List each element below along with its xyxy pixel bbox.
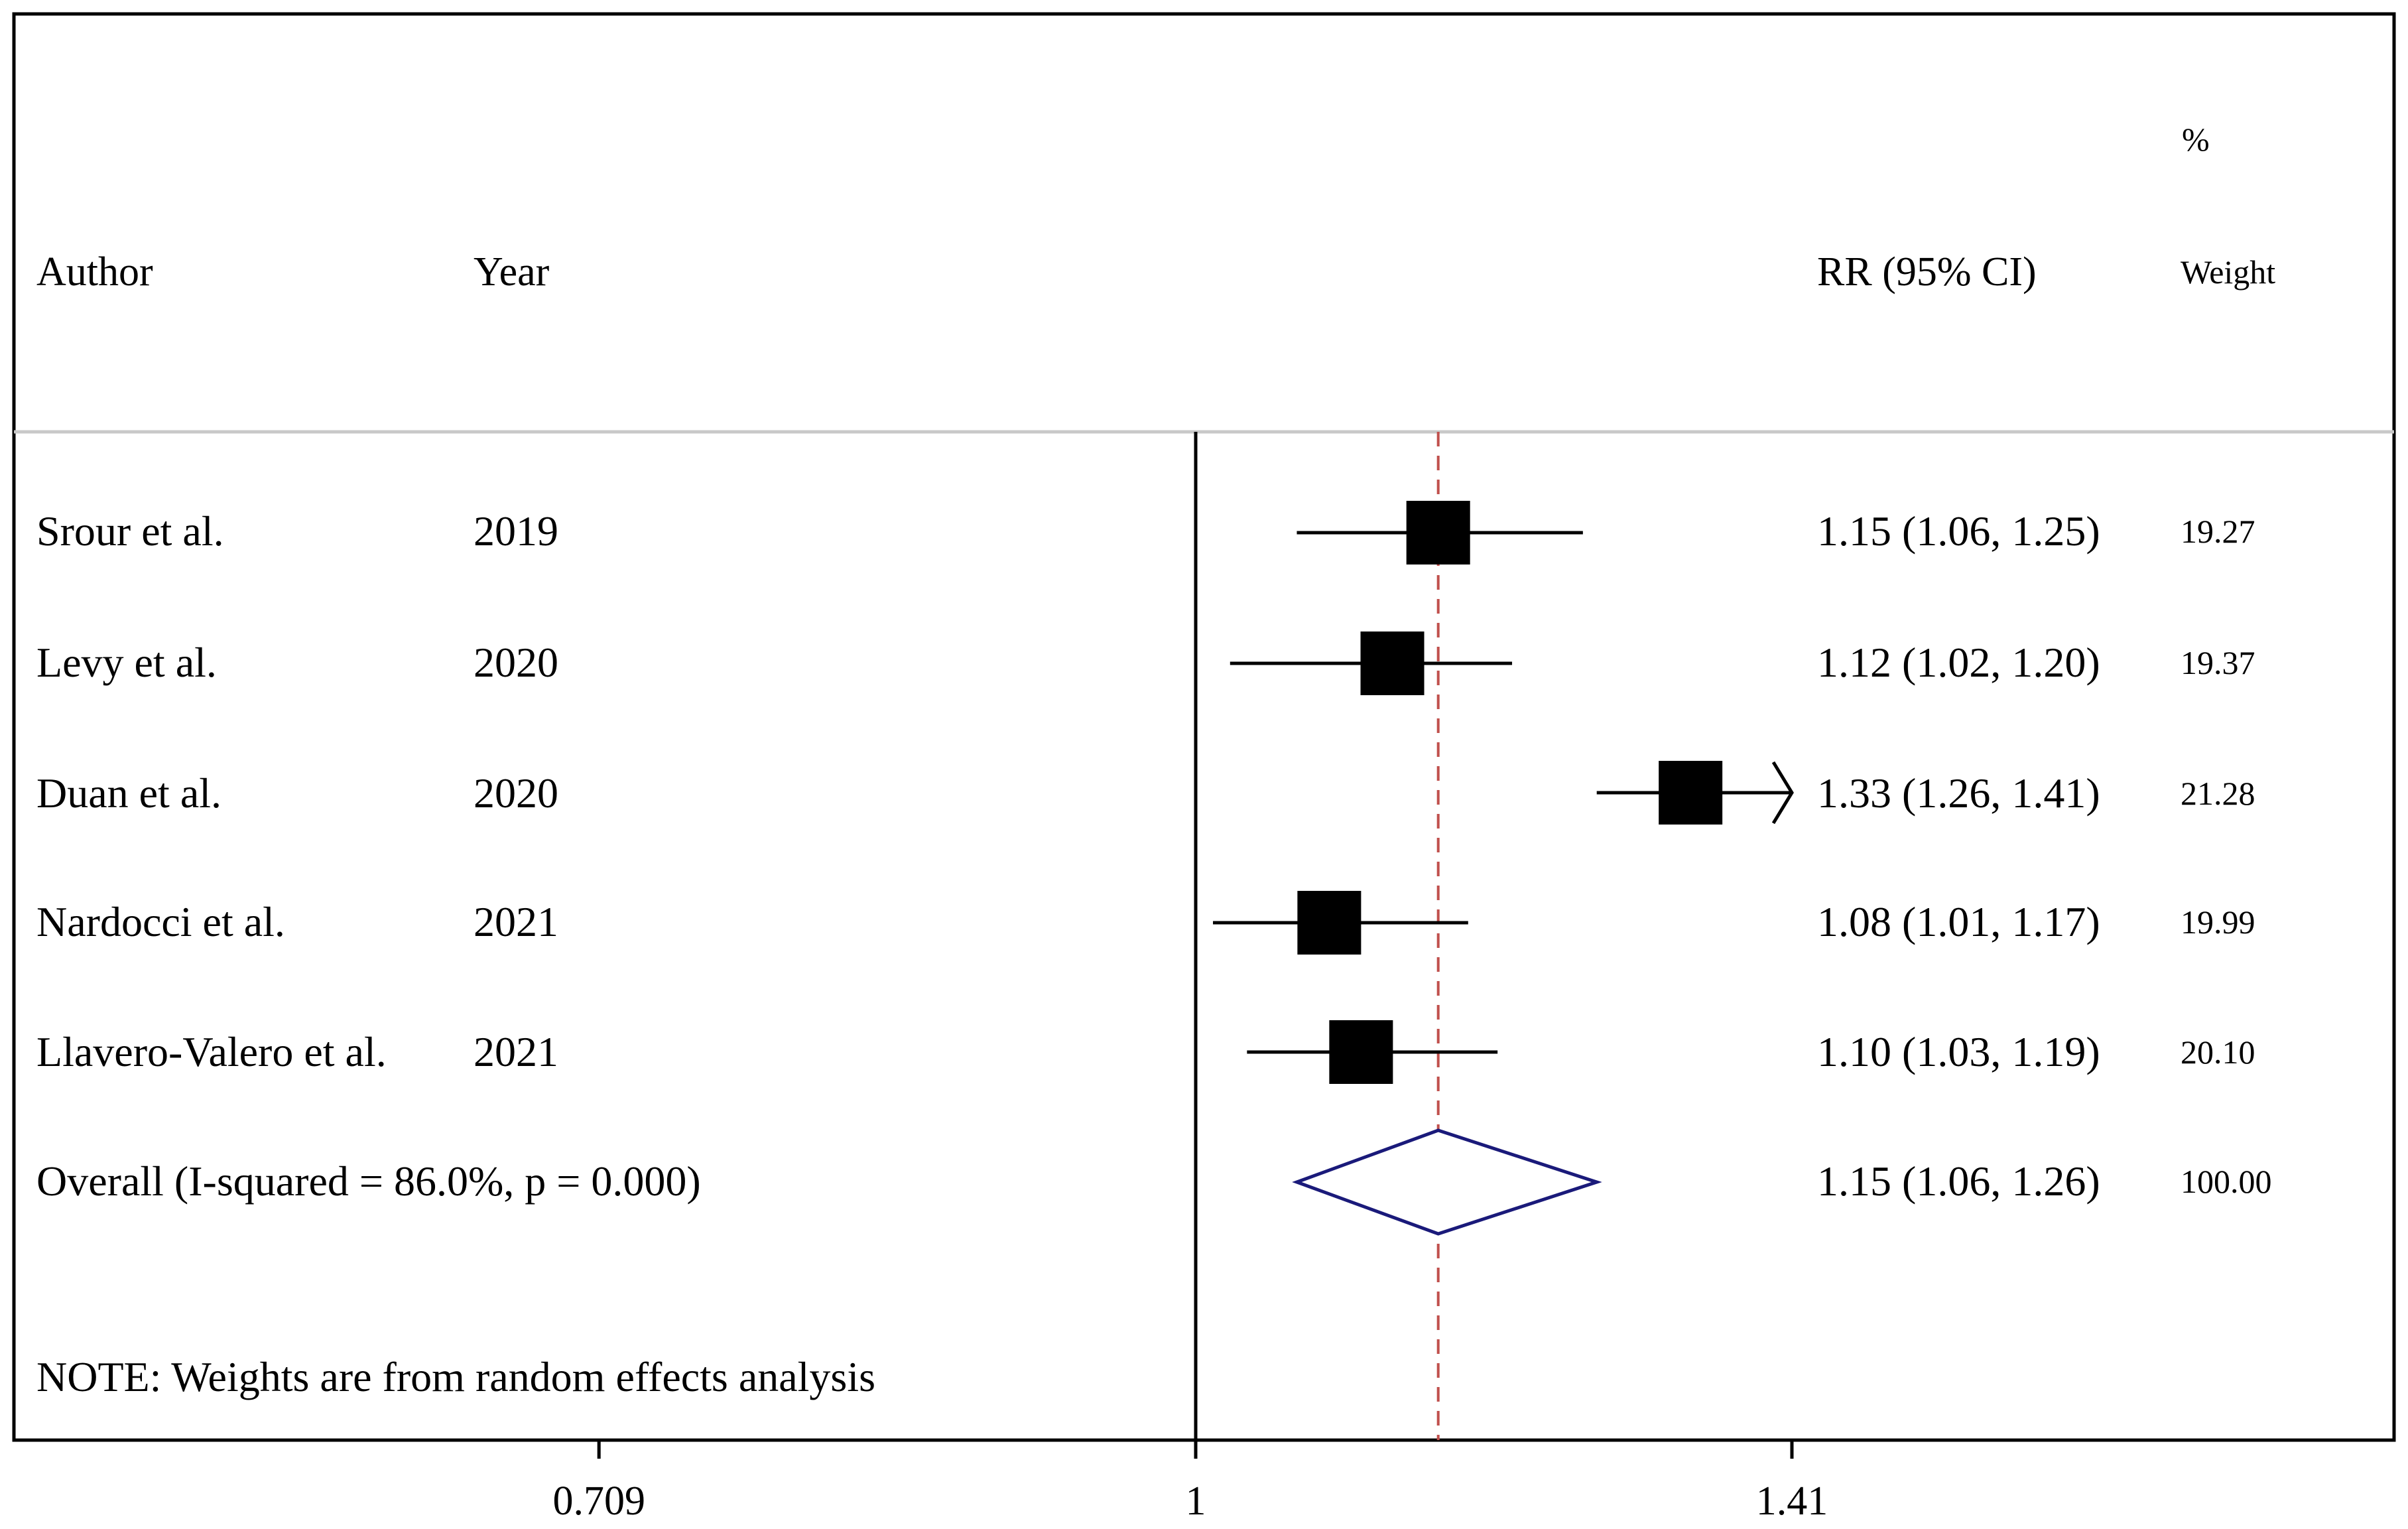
header-weight: Weight	[2181, 253, 2275, 291]
point-estimate	[1329, 1020, 1393, 1084]
overall-row: Overall (I-squared = 86.0%, p = 0.000) 1…	[36, 1158, 2272, 1205]
study-ci-text: 1.12 (1.02, 1.20)	[1817, 639, 2100, 686]
overall-diamond	[1292, 1128, 1602, 1236]
header-effect: RR (95% CI)	[1817, 249, 2037, 295]
study-year: 2021	[474, 1028, 558, 1075]
overall-label: Overall (I-squared = 86.0%, p = 0.000)	[36, 1158, 701, 1205]
plot-frame	[12, 12, 2396, 1442]
point-estimate	[1659, 761, 1723, 825]
header-weight-percent: %	[2182, 121, 2210, 158]
ci-arrow	[1771, 761, 1794, 825]
point-estimate	[1297, 891, 1362, 955]
header-author: Author	[36, 249, 153, 295]
study-weight: 20.10	[2181, 1033, 2255, 1071]
header-year: Year	[474, 249, 550, 295]
study-ci-text: 1.10 (1.03, 1.19)	[1817, 1028, 2100, 1075]
study-year: 2019	[474, 507, 558, 555]
x-tick-label: 0.709	[552, 1479, 645, 1524]
note: NOTE: Weights are from random effects an…	[36, 1353, 875, 1400]
point-estimate	[1360, 632, 1425, 695]
study-weight: 19.27	[2181, 513, 2255, 550]
study-author: Nardocci et al.	[36, 898, 285, 945]
overall-ci-text: 1.15 (1.06, 1.26)	[1817, 1158, 2100, 1205]
overall-weight: 100.00	[2181, 1163, 2272, 1200]
chart-marks	[1213, 501, 1794, 1236]
point-estimate	[1406, 501, 1470, 565]
study-weight: 19.99	[2181, 903, 2255, 941]
study-ci-text: 1.15 (1.06, 1.25)	[1817, 507, 2100, 555]
study-row: Duan et al. 2020 1.33 (1.26, 1.41) 21.28	[36, 769, 2255, 817]
study-row: Llavero-Valero et al. 2021 1.10 (1.03, 1…	[36, 1028, 2255, 1075]
study-weight: 19.37	[2181, 644, 2255, 681]
study-ci-text: 1.33 (1.26, 1.41)	[1817, 769, 2100, 817]
study-year: 2020	[474, 769, 558, 817]
study-author: Srour et al.	[36, 507, 224, 555]
x-tick-label: 1	[1186, 1479, 1206, 1524]
study-author: Levy et al.	[36, 639, 217, 686]
study-row: Levy et al. 2020 1.12 (1.02, 1.20) 19.37	[36, 639, 2255, 686]
study-author: Duan et al.	[36, 769, 222, 817]
study-year: 2020	[474, 639, 558, 686]
study-row: Nardocci et al. 2021 1.08 (1.01, 1.17) 1…	[36, 898, 2255, 945]
study-weight: 21.28	[2181, 775, 2255, 812]
x-axis: 0.709 1 1.41	[552, 1440, 1828, 1524]
study-ci-text: 1.08 (1.01, 1.17)	[1817, 898, 2100, 945]
study-author: Llavero-Valero et al.	[36, 1028, 387, 1075]
x-tick-label: 1.41	[1756, 1479, 1828, 1524]
study-year: 2021	[474, 898, 558, 945]
study-row: Srour et al. 2019 1.15 (1.06, 1.25) 19.2…	[36, 507, 2255, 555]
